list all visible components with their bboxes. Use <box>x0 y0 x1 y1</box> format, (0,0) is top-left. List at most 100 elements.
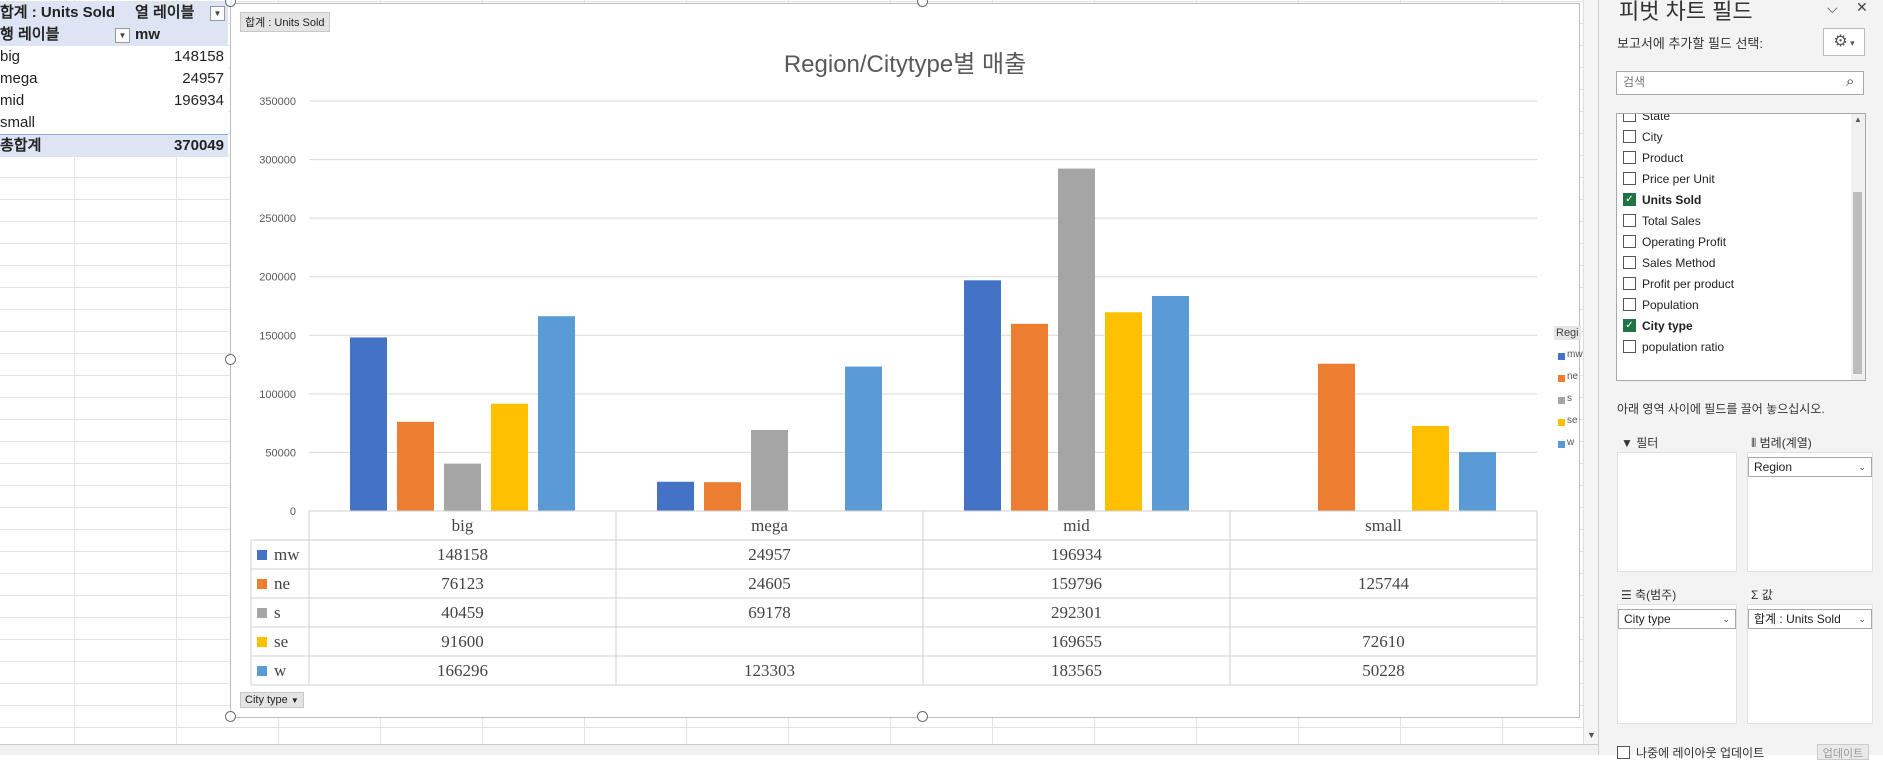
field-item[interactable]: ✓ Units Sold <box>1623 190 1701 210</box>
bar-mw-mega[interactable] <box>657 481 694 511</box>
legend-item[interactable]: w <box>1567 437 1575 448</box>
bar-s-mega[interactable] <box>751 429 788 511</box>
checkbox-checked[interactable]: ✓ <box>1623 319 1636 333</box>
gear-icon[interactable]: ⚙ ▾ <box>1823 28 1865 56</box>
field-search-box[interactable]: ⌕ <box>1616 71 1864 95</box>
resize-handle[interactable] <box>225 711 236 722</box>
defer-checkbox[interactable] <box>1617 746 1630 760</box>
resize-handle[interactable] <box>225 354 236 365</box>
pivot-row-label-cell[interactable]: small <box>0 114 36 131</box>
worksheet-grid[interactable]: 합계 : Units Sold 열 레이블 ▼ 행 레이블 ▼ mw big 1… <box>0 0 1598 755</box>
resize-handle[interactable] <box>225 0 236 7</box>
defer-layout-update[interactable]: 나중에 레이아웃 업데이트 <box>1617 744 1764 761</box>
field-item[interactable]: population ratio <box>1623 337 1724 357</box>
checkbox[interactable] <box>1623 256 1636 270</box>
pivot-total-label[interactable]: 총합계 <box>0 137 42 154</box>
bar-se-big[interactable] <box>491 403 528 511</box>
bar-mw-mid[interactable] <box>964 280 1001 511</box>
pivot-value-cell[interactable] <box>133 112 224 134</box>
checkbox[interactable] <box>1623 151 1636 165</box>
pivot-row-label-cell[interactable]: mid <box>0 92 25 109</box>
pivot-value-cell[interactable]: 196934 <box>173 92 224 109</box>
chevron-down-icon[interactable]: ⌄ <box>1722 614 1730 624</box>
chart-title[interactable]: Region/Citytype별 매출 <box>783 51 1027 78</box>
bar-ne-small[interactable] <box>1318 363 1355 511</box>
values-field-chip[interactable]: 합계 : Units Sold ⌄ <box>1748 609 1872 629</box>
bar-se-mid[interactable] <box>1105 312 1142 511</box>
pivot-row-label-cell[interactable]: big <box>0 48 21 65</box>
chevron-down-icon[interactable]: ⌵ <box>1827 0 1838 16</box>
pivot-chart[interactable]: 합계 : Units Sold Region/Citytype별 매출 0 500… <box>230 3 1583 718</box>
bar-w-mid[interactable] <box>1152 295 1189 511</box>
value-field-button[interactable]: 합계 : Units Sold <box>240 12 330 32</box>
resize-handle[interactable] <box>917 711 928 722</box>
pivot-sum-label[interactable]: 합계 : Units Sold <box>0 4 116 21</box>
bar-ne-mid[interactable] <box>1011 323 1048 511</box>
row-filter-dropdown-icon[interactable]: ▼ <box>115 28 130 43</box>
bar-s-big[interactable] <box>444 463 481 511</box>
checkbox[interactable] <box>1623 130 1636 144</box>
checkbox-checked[interactable]: ✓ <box>1623 193 1636 207</box>
search-icon[interactable]: ⌕ <box>1846 73 1855 90</box>
checkbox[interactable] <box>1623 214 1636 228</box>
legend-title[interactable]: Regi <box>1554 326 1581 340</box>
checkbox[interactable] <box>1623 340 1636 354</box>
bar-ne-mega[interactable] <box>704 482 741 511</box>
field-item[interactable]: Price per Unit <box>1623 169 1715 189</box>
axis-field-button[interactable]: City type ▼ <box>240 692 304 708</box>
bar-w-big[interactable] <box>538 316 575 511</box>
scroll-up-icon[interactable]: ▲ <box>1854 115 1862 124</box>
values-drop-area[interactable]: 합계 : Units Sold ⌄ <box>1747 604 1873 724</box>
field-item[interactable]: Operating Profit <box>1623 232 1726 252</box>
checkbox[interactable] <box>1623 277 1636 291</box>
pivot-total-value[interactable]: 370049 <box>173 137 224 154</box>
col-filter-dropdown-icon[interactable]: ▼ <box>210 6 225 21</box>
checkbox[interactable] <box>1623 235 1636 249</box>
field-item[interactable]: Profit per product <box>1623 274 1734 294</box>
field-item[interactable]: Population <box>1623 295 1699 315</box>
legend-item[interactable]: ne <box>1567 371 1579 382</box>
sheet-tabs-bar[interactable] <box>0 744 1598 755</box>
field-list[interactable]: State City Product Price per Unit ✓ Units Sol… <box>1616 113 1866 381</box>
bar-mw-big[interactable] <box>350 337 387 511</box>
bar-w-mega[interactable] <box>845 366 882 511</box>
pivot-data-row[interactable]: mega 24957 <box>0 68 228 90</box>
checkbox[interactable] <box>1623 114 1636 123</box>
chart-plot-area[interactable]: 0 50000 100000 150000 200000 250000 300000 3500… <box>231 4 1579 717</box>
scroll-down-icon[interactable]: ▼ <box>1587 730 1596 740</box>
bar-ne-big[interactable] <box>397 421 434 511</box>
pivot-col-value[interactable]: mw <box>135 26 161 43</box>
field-item[interactable]: State <box>1623 114 1670 126</box>
search-input[interactable] <box>1617 72 1838 92</box>
update-button[interactable]: 업데이트 <box>1817 744 1869 760</box>
field-item[interactable]: ✓ City type <box>1623 316 1693 336</box>
axis-drop-area[interactable]: City type ⌄ <box>1617 604 1737 724</box>
legend-drop-area[interactable]: Region ⌄ <box>1747 452 1873 572</box>
bar-s-mid[interactable] <box>1058 168 1095 511</box>
close-icon[interactable]: ✕ <box>1856 0 1868 15</box>
pivot-total-row[interactable]: 총합계 370049 <box>0 134 228 157</box>
field-item[interactable]: City <box>1623 127 1663 147</box>
pivot-value-cell[interactable]: 148158 <box>173 48 224 65</box>
pivot-data-row[interactable]: small <box>0 112 228 134</box>
pivot-row-label[interactable]: 행 레이블 <box>0 26 60 43</box>
pivot-value-cell[interactable]: 24957 <box>182 70 224 87</box>
legend-field-chip[interactable]: Region ⌄ <box>1748 457 1872 477</box>
filter-drop-area[interactable] <box>1617 452 1737 572</box>
pivot-data-row[interactable]: big 148158 <box>0 46 228 68</box>
pivot-row-label-cell[interactable]: mega <box>0 70 38 87</box>
pivot-col-label[interactable]: 열 레이블 <box>135 4 195 21</box>
sheet-vertical-scrollbar[interactable]: ▼ <box>1583 0 1598 744</box>
chevron-down-icon[interactable]: ⌄ <box>1858 462 1866 472</box>
legend-item[interactable]: s <box>1567 393 1572 404</box>
chevron-down-icon[interactable]: ⌄ <box>1858 614 1866 624</box>
bar-w-small[interactable] <box>1459 452 1496 511</box>
checkbox[interactable] <box>1623 298 1636 312</box>
legend-item[interactable]: se <box>1567 415 1578 426</box>
field-list-scroll-thumb[interactable] <box>1853 192 1862 374</box>
field-item[interactable]: Total Sales <box>1623 211 1701 231</box>
bar-se-small[interactable] <box>1412 425 1449 511</box>
pivot-data-row[interactable]: mid 196934 <box>0 90 228 112</box>
field-item[interactable]: Sales Method <box>1623 253 1715 273</box>
field-item[interactable]: Product <box>1623 148 1683 168</box>
